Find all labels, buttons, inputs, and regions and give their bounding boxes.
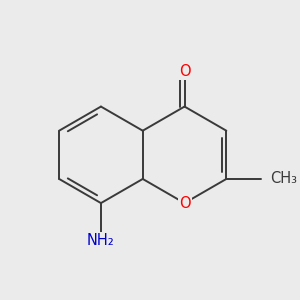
Text: O: O bbox=[179, 196, 190, 211]
Text: O: O bbox=[179, 64, 190, 79]
Text: CH₃: CH₃ bbox=[270, 172, 297, 187]
Text: NH₂: NH₂ bbox=[87, 233, 115, 248]
